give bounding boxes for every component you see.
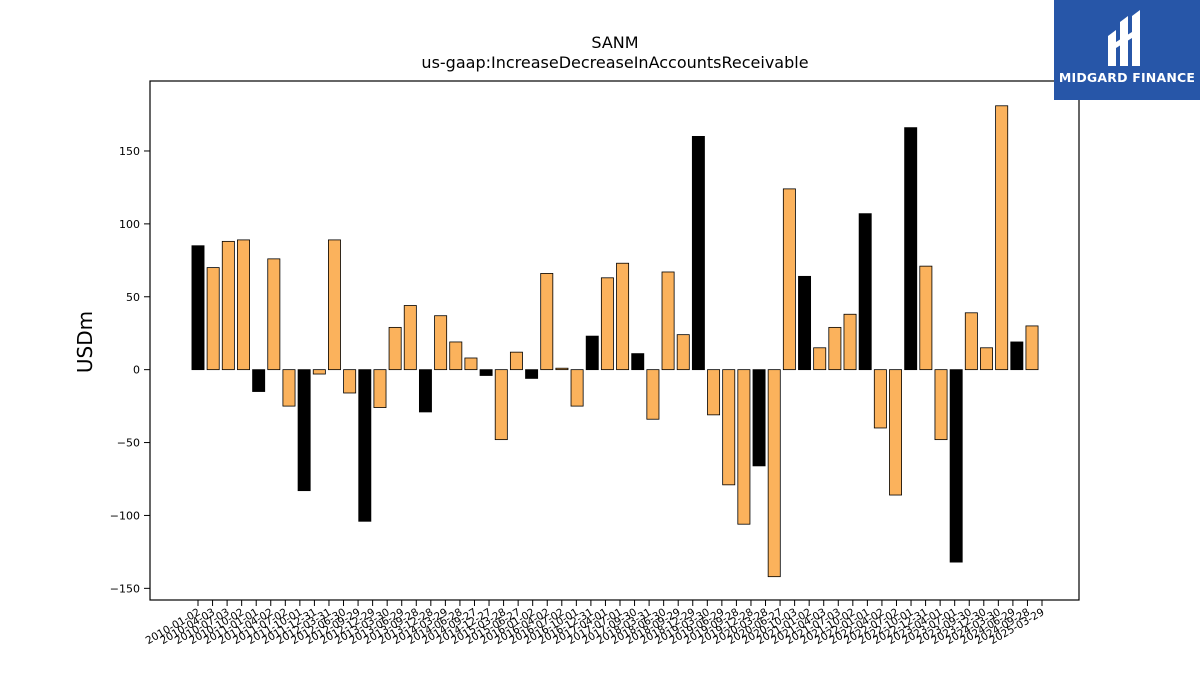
bar-quarterly (206, 267, 220, 371)
bar-quarterly (661, 271, 675, 371)
bar-annual (798, 275, 812, 371)
x-axis-ticks: 2010-01-022010-04-032010-07-032010-10-02… (144, 600, 1047, 647)
bar-quarterly (1025, 325, 1039, 371)
bar-quarterly (919, 265, 933, 371)
bar-quarterly (388, 326, 402, 371)
bar-quarterly (403, 305, 417, 371)
bar-quarterly (616, 262, 630, 371)
bar-quarterly (707, 369, 721, 416)
bar-quarterly (540, 273, 554, 371)
bar-quarterly (267, 258, 281, 371)
bar-annual (752, 369, 766, 467)
bar-annual (949, 369, 963, 563)
y-axis-ticks: −150 −100 −50 0 50 100 150 (110, 145, 150, 595)
y-tick-label: 50 (126, 291, 140, 304)
y-tick-label: −100 (110, 509, 140, 522)
bar-quarterly (737, 369, 751, 525)
bar-quarterly (343, 369, 357, 394)
chart-subtitle: us-gaap:IncreaseDecreaseInAccountsReceiv… (421, 53, 808, 72)
bar-quarterly (873, 369, 887, 429)
plot-frame (149, 80, 1080, 601)
bar-series (191, 105, 1039, 578)
bar-quarterly (555, 367, 569, 371)
bar-quarterly (813, 347, 827, 371)
y-tick-label: 100 (119, 218, 140, 231)
bar-annual (858, 213, 872, 371)
y-tick-label: −150 (110, 582, 140, 595)
bar-quarterly (964, 312, 978, 371)
bar-annual (297, 369, 311, 492)
brand-mark-icon (1108, 10, 1140, 66)
bar-annual (585, 335, 599, 371)
bar-annual (1010, 341, 1024, 371)
bar-quarterly (889, 369, 902, 496)
y-tick-label: −50 (117, 437, 140, 450)
bar-quarterly (509, 351, 523, 371)
bar-quarterly (221, 240, 235, 371)
bar-quarterly (782, 188, 796, 371)
bar-quarterly (934, 369, 948, 441)
bar-annual (631, 353, 645, 371)
bar-quarterly (600, 277, 614, 371)
bar-annual (691, 135, 705, 371)
y-tick-label: 0 (133, 364, 140, 377)
bar-quarterly (843, 313, 857, 371)
bar-annual (479, 369, 493, 376)
bar-quarterly (449, 341, 463, 371)
bar-quarterly (373, 369, 387, 408)
bar-quarterly (464, 357, 478, 371)
bar-quarterly (828, 326, 842, 371)
bar-annual (252, 369, 266, 392)
bar-quarterly (676, 334, 690, 371)
bar-annual (358, 369, 372, 522)
bar-quarterly (328, 239, 341, 371)
bar-quarterly (722, 369, 736, 486)
y-axis-label: USDm (73, 311, 97, 373)
bar-quarterly (237, 239, 250, 371)
bar-annual (904, 127, 918, 371)
bar-quarterly (995, 105, 1009, 371)
chart-title: SANM (591, 33, 638, 52)
bar-quarterly (767, 369, 781, 578)
bar-quarterly (282, 369, 296, 407)
bar-quarterly (646, 369, 660, 420)
brand-name: MIDGARD FINANCE (1058, 70, 1196, 85)
bar-quarterly (494, 369, 508, 441)
bar-annual (418, 369, 432, 413)
bar-quarterly (434, 315, 448, 371)
y-tick-label: 150 (119, 145, 140, 158)
bar-quarterly (980, 347, 993, 371)
bar-annual (191, 245, 205, 371)
bar-annual (525, 369, 539, 379)
bar-quarterly (570, 369, 584, 407)
bar-quarterly (312, 369, 326, 375)
brand-logo: MIDGARD FINANCE (1054, 0, 1200, 100)
